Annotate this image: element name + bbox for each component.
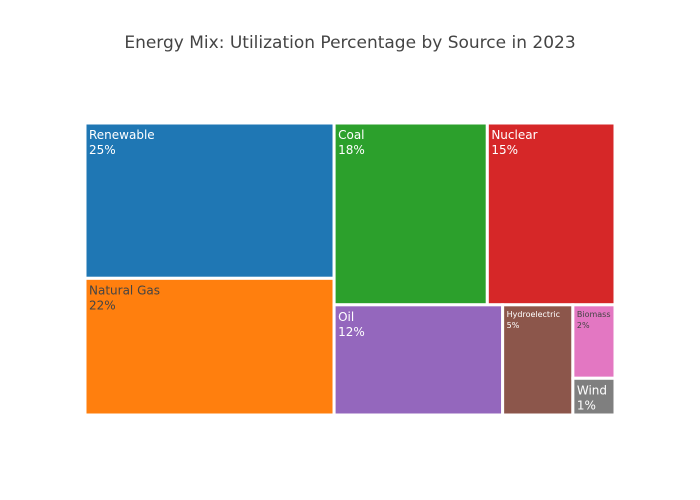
tile-value-nuclear: 15% xyxy=(491,143,518,157)
tile-value-hydroelectric: 5% xyxy=(507,321,520,330)
tile-label-biomass: Biomass xyxy=(577,310,611,319)
treemap-rect-oil[interactable] xyxy=(332,303,505,417)
treemap-rect-biomass[interactable] xyxy=(571,303,617,380)
treemap-rect-wind[interactable] xyxy=(571,376,617,417)
chart-title: Energy Mix: Utilization Percentage by So… xyxy=(124,33,576,53)
tile-label-hydroelectric: Hydroelectric xyxy=(507,310,560,319)
tile-value-natural-gas: 22% xyxy=(89,298,116,312)
treemap-rect-renewable[interactable] xyxy=(83,121,336,280)
tile-label-oil: Oil xyxy=(338,310,354,324)
treemap-rect-natural-gas[interactable] xyxy=(83,276,336,417)
tile-value-oil: 12% xyxy=(338,325,365,339)
tile-label-renewable: Renewable xyxy=(89,128,155,142)
tile-label-nuclear: Nuclear xyxy=(491,128,537,142)
tile-value-wind: 1% xyxy=(577,398,596,412)
tile-label-natural-gas: Natural Gas xyxy=(89,283,160,297)
tile-value-renewable: 25% xyxy=(89,143,116,157)
tile-label-wind: Wind xyxy=(577,383,607,397)
tile-value-biomass: 2% xyxy=(577,321,590,330)
treemap-tile-biomass[interactable]: Biomass 2% xyxy=(571,303,617,380)
tile-label-coal: Coal xyxy=(338,128,364,142)
tile-value-coal: 18% xyxy=(338,143,365,157)
treemap-tile-hydroelectric[interactable]: Hydroelectric 5% xyxy=(501,303,575,417)
